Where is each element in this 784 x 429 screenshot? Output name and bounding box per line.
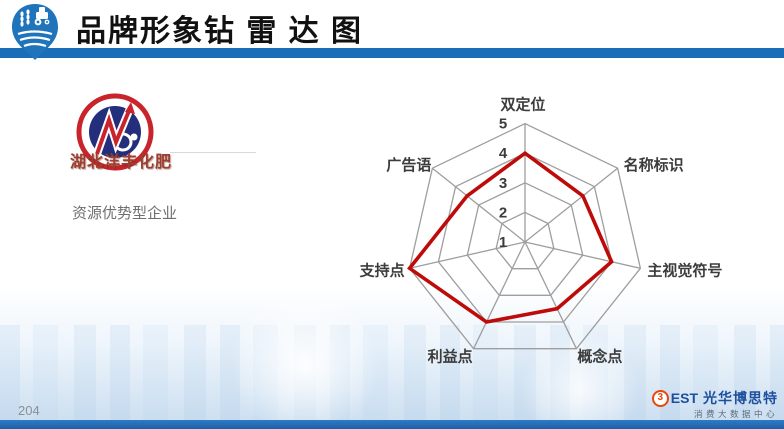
presenter-balloon-logo-icon [12, 4, 58, 63]
best-logo-mark-icon: 3 [651, 389, 669, 407]
best-brand-subtitle: 消费大数据中心 [693, 408, 778, 419]
radar-axis-label: 广告语 [386, 156, 431, 174]
radar-spoke [431, 167, 526, 243]
radar-tick-label: 3 [499, 175, 507, 192]
client-company-logo [76, 93, 154, 171]
radar-tick-label: 4 [499, 145, 508, 162]
best-brand-name: 光华博思特 [703, 390, 778, 406]
radar-axis-label: 概念点 [577, 348, 622, 366]
radar-grid-ring [437, 152, 613, 323]
radar-axis-label: 双定位 [500, 96, 545, 114]
best-brand-logo: 3 EST 光华博思特 消费大数据中心 [651, 389, 778, 419]
lens-flare [230, 290, 380, 429]
page-number: 204 [18, 403, 40, 418]
bottom-blue-bar [0, 420, 784, 429]
header: 品牌形象钻 雷 达 图 [0, 0, 784, 48]
radar-grid-ring [466, 182, 584, 296]
lens-flare [520, 330, 640, 429]
radar-axis-label: 名称标识 [624, 156, 684, 174]
best-logo-est: EST [670, 390, 698, 406]
header-divider-bar [0, 48, 784, 58]
client-company-name: 湖北洋丰化肥 [70, 154, 173, 171]
radar-axis-label: 主视觉符号 [647, 261, 722, 279]
best-brand-row: 3 EST 光华博思特 [651, 389, 778, 407]
tractor-icon [34, 7, 50, 26]
logo-white-dot [130, 133, 138, 141]
radar-spoke [524, 167, 619, 243]
field-rows-icon [17, 30, 53, 48]
radar-tick-label: 2 [499, 204, 507, 221]
radar-spoke [473, 241, 526, 349]
wheat-icon [20, 9, 30, 27]
radar-spoke [524, 241, 577, 349]
radar-tick-label: 5 [499, 116, 507, 133]
logo-m-arrow [95, 105, 133, 155]
radar-tick-label: 1 [499, 234, 507, 251]
radar-spoke [524, 241, 641, 269]
radar-grid-ring [408, 122, 642, 350]
radar-axis-label: 利益点 [428, 348, 473, 366]
radar-axis-label: 支持点 [359, 261, 405, 279]
radar-grid-ring [495, 211, 555, 270]
dove-icon [32, 60, 38, 63]
page-title: 品牌形象钻 雷 达 图 [76, 15, 364, 48]
logo-arrowhead [125, 102, 135, 114]
radar-data-series [406, 150, 614, 324]
client-category-label: 资源优势型企业 [72, 205, 178, 222]
divider-line [170, 152, 256, 153]
radar-spoke [409, 241, 526, 269]
